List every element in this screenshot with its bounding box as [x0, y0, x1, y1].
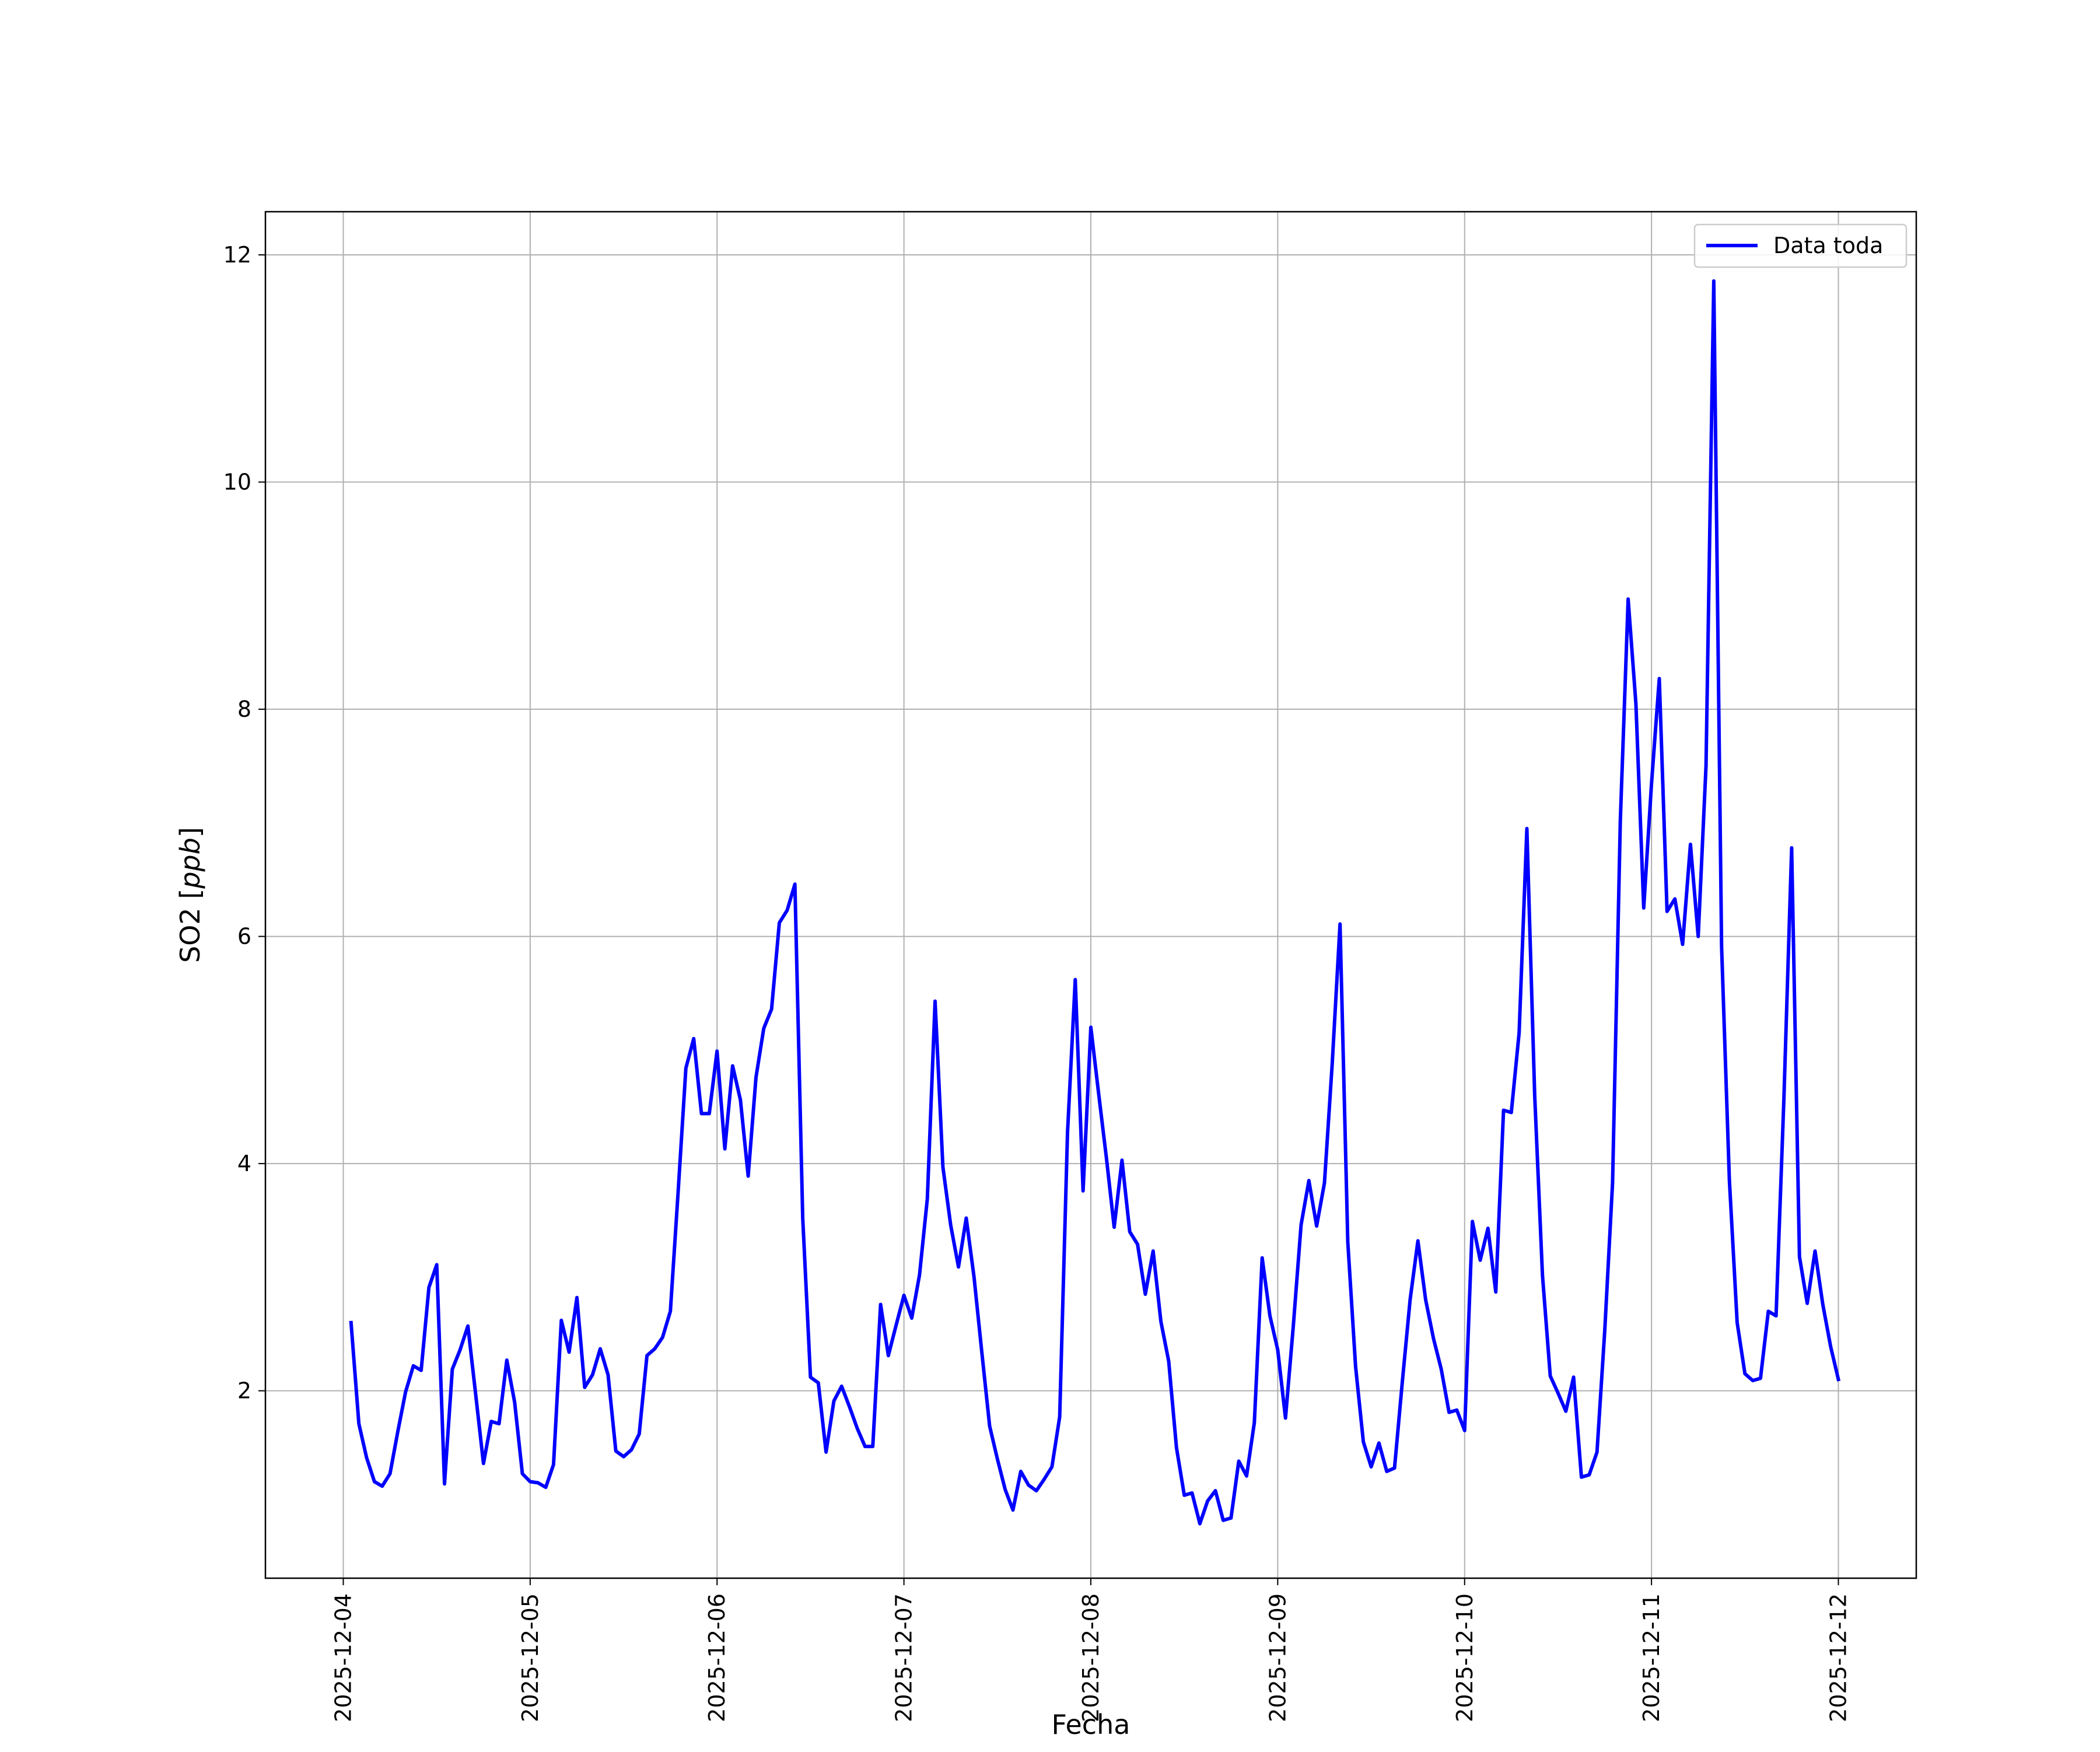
y-tick-label: 12 — [223, 242, 251, 268]
y-tick-label: 2 — [237, 1378, 251, 1404]
x-tick-label: 2025-12-06 — [704, 1593, 730, 1722]
y-axis-label-main: SO2 — [174, 899, 206, 963]
axis-ticks: 2025-12-04 2025-12-05 2025-12-06 2025-12-07… — [223, 242, 1852, 1722]
x-tick-label: 2025-12-11 — [1639, 1593, 1664, 1722]
x-tick-label: 2025-12-07 — [891, 1593, 917, 1722]
y-axis-label: SO2 [ppb] — [174, 827, 206, 963]
x-axis-label: Fecha — [1052, 1709, 1130, 1740]
x-tick-label: 2025-12-05 — [517, 1593, 543, 1722]
y-tick-label: 6 — [237, 924, 251, 949]
y-tick-label: 8 — [237, 696, 251, 722]
y-axis-label-bracket-close: ] — [174, 827, 206, 838]
y-tick-label: 10 — [223, 469, 251, 495]
legend-label: Data toda — [1773, 233, 1883, 258]
y-axis-label-unit: ppb — [174, 838, 206, 889]
y-tick-label: 4 — [237, 1151, 251, 1176]
series-layer — [349, 279, 1841, 1526]
x-tick-label: 2025-12-09 — [1265, 1593, 1290, 1722]
x-tick-label: 2025-12-10 — [1452, 1593, 1478, 1722]
x-tick-label: 2025-12-04 — [330, 1593, 356, 1722]
legend-box — [1693, 223, 1908, 268]
x-tick-label: 2025-12-08 — [1078, 1593, 1104, 1722]
y-axis-label-bracket-open: [ — [174, 889, 206, 899]
series-line-0 — [349, 279, 1841, 1526]
x-tick-label: 2025-12-12 — [1826, 1593, 1852, 1722]
legend: Data toda — [1693, 223, 1908, 268]
grid-lines — [265, 212, 1916, 1578]
